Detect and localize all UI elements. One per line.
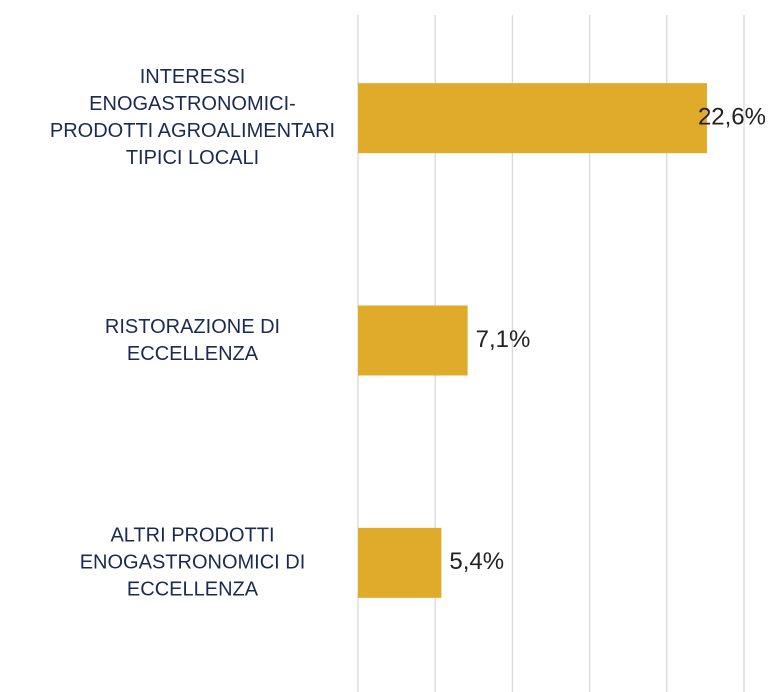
value-label: 22,6% [698, 104, 766, 131]
category-label: ALTRI PRODOTTI ENOGASTRONOMICI DI ECCELL… [79, 524, 306, 601]
bar [358, 305, 468, 376]
bar [358, 83, 707, 154]
category-label: RISTORAZIONE DI ECCELLENZA [104, 315, 281, 365]
value-label: 5,4% [449, 548, 504, 575]
bar [358, 527, 442, 598]
category-label: INTERESSI ENOGASTRONOMICI-PRODOTTI AGROA… [49, 66, 336, 170]
value-label: 7,1% [476, 326, 531, 353]
